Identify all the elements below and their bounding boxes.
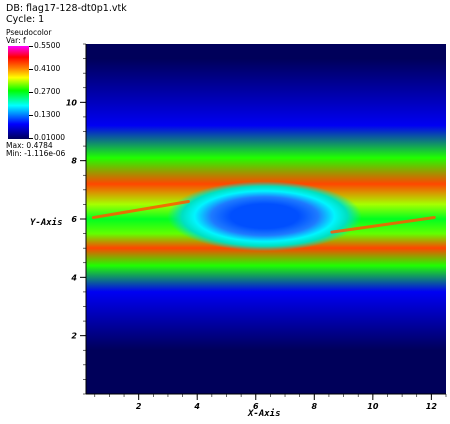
legend-title: Pseudocolor	[6, 28, 52, 37]
x-tick-label: 10	[367, 402, 379, 411]
legend-tick-line	[29, 46, 33, 47]
filament-right	[330, 216, 436, 234]
y-tick-label: 8	[71, 157, 77, 166]
y-tick-label: 6	[71, 215, 77, 224]
x-tick-label: 2	[136, 402, 142, 411]
x-tick-label: 8	[312, 402, 318, 411]
x-tick-label: 6	[253, 402, 259, 411]
legend-colorbar	[8, 46, 29, 139]
y-tick-label: 2	[71, 332, 77, 341]
legend-tick-label: 0.5500	[34, 41, 61, 50]
db-label: DB: flag17-128-dt0p1.vtk	[6, 3, 127, 14]
x-tick-label: 4	[193, 402, 200, 411]
y-axis-title: Y-Axis	[30, 218, 63, 228]
pseudocolor-plot	[86, 44, 446, 394]
legend-tick-line	[29, 115, 33, 116]
filament-left	[91, 200, 190, 220]
legend-max: Max: 0.4784	[6, 141, 53, 150]
legend-tick-label: 0.1300	[34, 110, 61, 119]
y-tick-label: 4	[70, 273, 77, 282]
legend-tick-label: 0.4100	[34, 64, 61, 73]
legend-tick-line	[29, 92, 33, 93]
legend-tick-line	[29, 138, 33, 139]
y-tick-label: 10	[66, 98, 78, 107]
legend-tick-label: 0.01000	[34, 133, 66, 142]
cycle-label: Cycle: 1	[6, 14, 45, 25]
legend-var: Var: f	[6, 36, 26, 45]
x-axis-title: X-Axis	[248, 409, 281, 419]
legend-tick-line	[29, 69, 33, 70]
legend-tick-label: 0.2700	[34, 87, 61, 96]
legend-min: Min: -1.116e-06	[6, 149, 66, 158]
x-tick-label: 12	[426, 402, 438, 411]
